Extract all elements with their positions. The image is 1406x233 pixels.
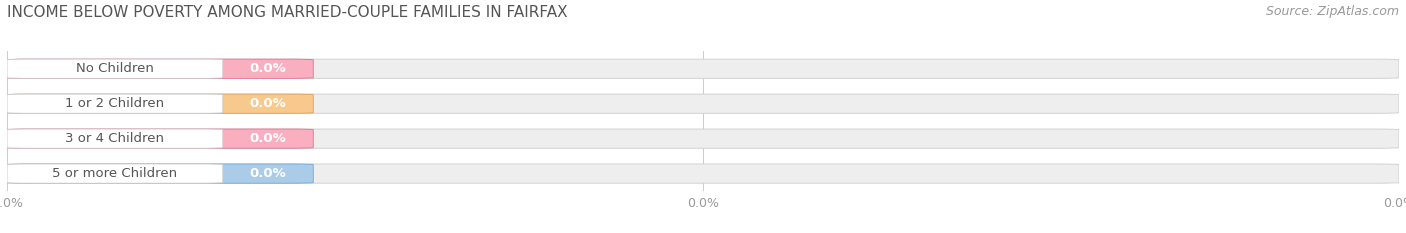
FancyBboxPatch shape — [7, 59, 314, 78]
Text: Source: ZipAtlas.com: Source: ZipAtlas.com — [1265, 5, 1399, 18]
Text: 0.0%: 0.0% — [250, 62, 287, 75]
FancyBboxPatch shape — [7, 129, 1399, 148]
Text: 3 or 4 Children: 3 or 4 Children — [66, 132, 165, 145]
FancyBboxPatch shape — [7, 94, 1399, 113]
Text: No Children: No Children — [76, 62, 153, 75]
Text: 0.0%: 0.0% — [250, 167, 287, 180]
Text: 5 or more Children: 5 or more Children — [52, 167, 177, 180]
FancyBboxPatch shape — [7, 94, 314, 113]
FancyBboxPatch shape — [7, 94, 222, 113]
FancyBboxPatch shape — [7, 129, 222, 148]
Text: 0.0%: 0.0% — [250, 97, 287, 110]
Text: 1 or 2 Children: 1 or 2 Children — [65, 97, 165, 110]
FancyBboxPatch shape — [7, 164, 222, 183]
FancyBboxPatch shape — [7, 164, 1399, 183]
FancyBboxPatch shape — [7, 59, 1399, 78]
Text: INCOME BELOW POVERTY AMONG MARRIED-COUPLE FAMILIES IN FAIRFAX: INCOME BELOW POVERTY AMONG MARRIED-COUPL… — [7, 5, 568, 20]
Text: 0.0%: 0.0% — [250, 132, 287, 145]
FancyBboxPatch shape — [7, 164, 314, 183]
FancyBboxPatch shape — [7, 129, 314, 148]
FancyBboxPatch shape — [7, 59, 222, 78]
